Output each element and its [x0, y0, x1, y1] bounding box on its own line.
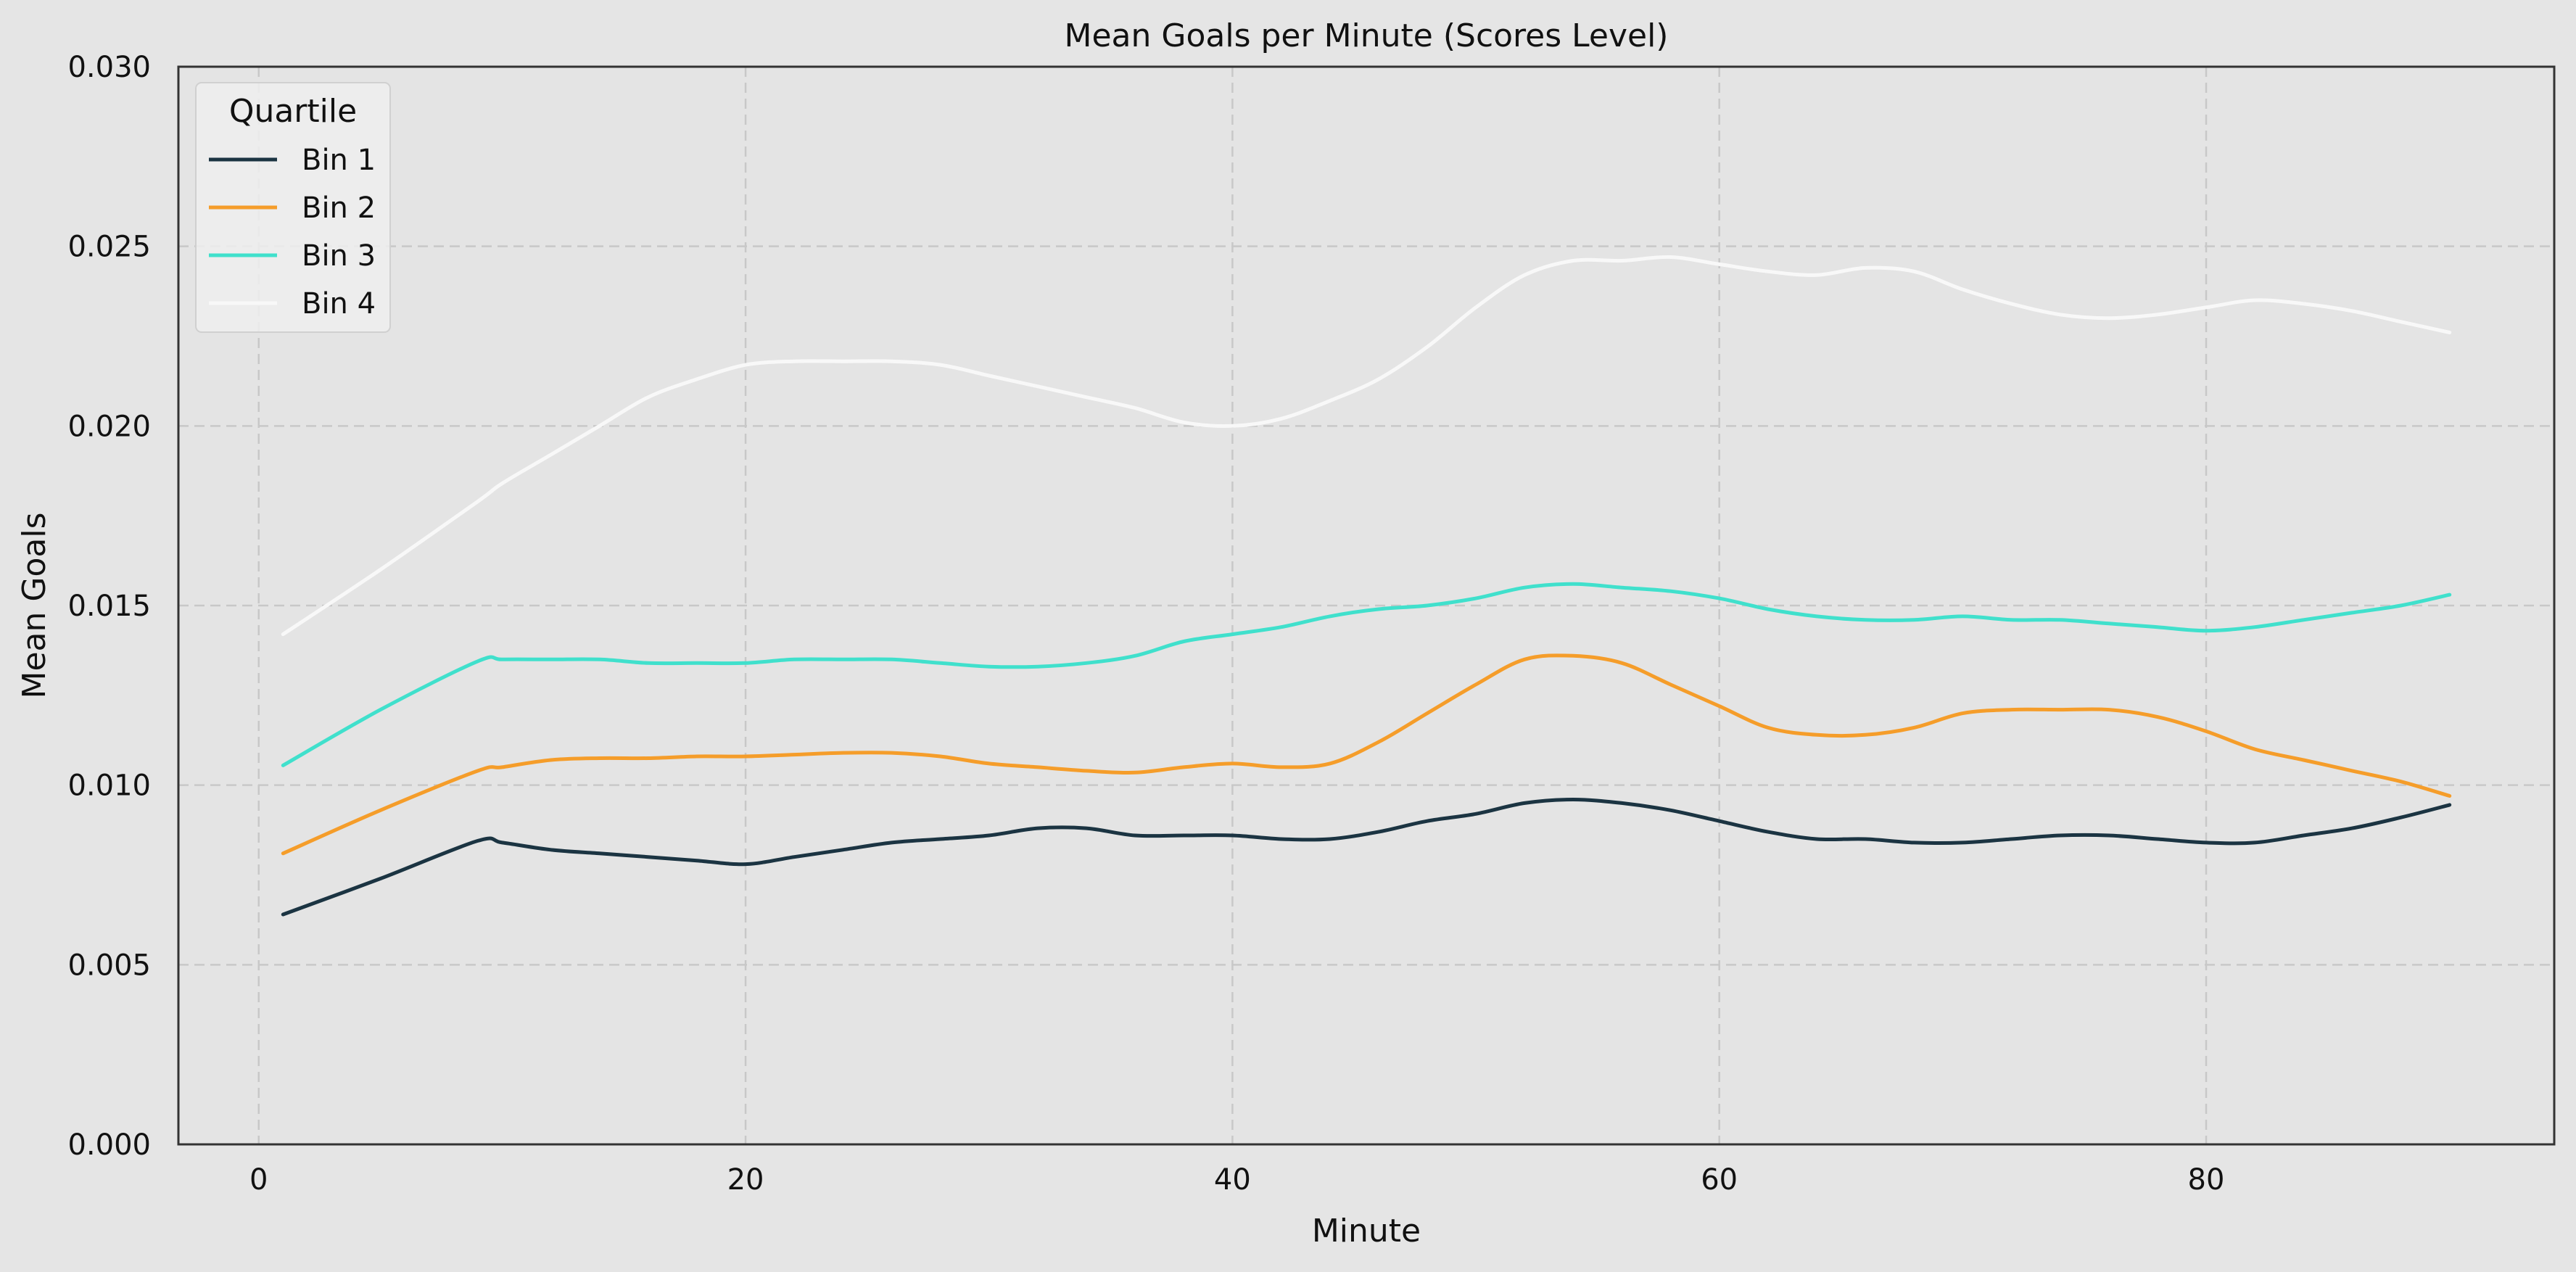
series-line-bin-4 — [281, 255, 2452, 637]
legend-items: Bin 1 Bin 2 Bin 3 Bin 4 — [209, 144, 376, 321]
y-tick-label: 0.010 — [67, 769, 151, 803]
legend-label: Bin 3 — [302, 239, 376, 273]
x-tick-label: 0 — [249, 1163, 268, 1197]
x-tick-label: 80 — [2188, 1163, 2225, 1197]
y-axis-ticks: 0.000 0.005 0.010 0.015 0.020 0.025 0.030 — [67, 51, 151, 1162]
y-axis-title: Mean Goals — [16, 513, 53, 699]
y-tick-label: 0.015 — [67, 590, 151, 623]
legend: Quartile Bin 1 Bin 2 Bin 3 Bin 4 — [195, 82, 391, 333]
legend-box — [195, 82, 391, 333]
plot-area — [177, 65, 2556, 1146]
plot-frame — [177, 65, 2556, 1146]
x-tick-label: 40 — [1214, 1163, 1251, 1197]
legend-label: Bin 1 — [302, 144, 376, 177]
y-tick-label: 0.000 — [67, 1128, 151, 1162]
series-line-bin-2 — [281, 653, 2452, 856]
chart-title: Mean Goals per Minute (Scores Level) — [1065, 17, 1669, 54]
y-tick-label: 0.025 — [67, 231, 151, 264]
x-tick-label: 60 — [1701, 1163, 1738, 1197]
legend-label: Bin 2 — [302, 191, 376, 225]
legend-label: Bin 4 — [302, 287, 376, 321]
legend-title: Quartile — [229, 93, 357, 130]
x-axis-ticks: 0 20 40 60 80 — [249, 1163, 2224, 1197]
y-tick-label: 0.020 — [67, 410, 151, 443]
x-axis-title: Minute — [1312, 1213, 1421, 1250]
x-tick-label: 20 — [727, 1163, 764, 1197]
series-line-bin-3 — [281, 582, 2452, 767]
series-line-bin-1 — [281, 798, 2452, 917]
y-tick-label: 0.005 — [67, 949, 151, 982]
series-lines — [281, 255, 2452, 917]
y-tick-label: 0.030 — [67, 51, 151, 84]
